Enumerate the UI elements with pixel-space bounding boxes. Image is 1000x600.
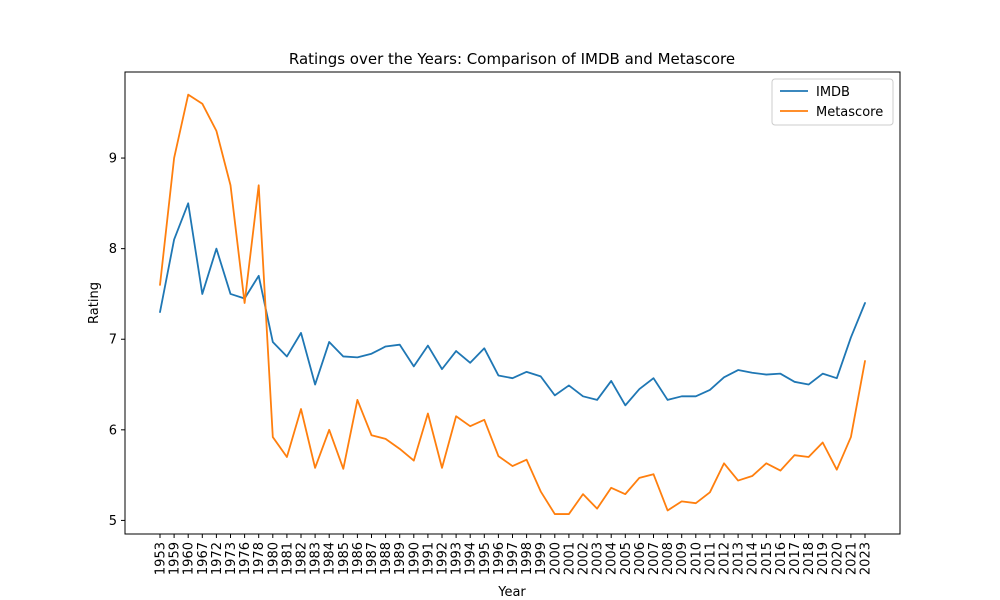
series-line-imdb — [159, 202, 866, 407]
x-tick-label: 1990 — [407, 542, 422, 575]
y-tick-label: 9 — [109, 152, 117, 167]
x-tick-label: 2020 — [830, 542, 845, 575]
x-tick-label: 2012 — [718, 542, 733, 575]
x-tick-label: 2001 — [562, 542, 577, 575]
x-tick-label: 1984 — [323, 542, 338, 575]
x-tick-label: 1994 — [464, 542, 479, 575]
legend-label-imdb: IMDB — [816, 85, 850, 100]
x-tick-label: 1988 — [379, 542, 394, 575]
x-axis: 1953 1959 1960 1967 1972 1973 1976 1978 1980 1981… — [154, 534, 874, 575]
chart-title: Ratings over the Years: Comparison of IM… — [289, 50, 735, 68]
plot-area — [124, 71, 901, 535]
x-tick-label: 2006 — [633, 542, 648, 575]
x-tick-label: 1972 — [210, 542, 225, 575]
y-tick-label: 8 — [109, 242, 117, 257]
x-tick-label: 2003 — [591, 542, 606, 575]
x-tick-label: 1967 — [196, 542, 211, 575]
x-tick-label: 2004 — [605, 542, 620, 575]
x-tick-label: 2016 — [774, 542, 789, 575]
y-tick-label: 6 — [109, 423, 117, 438]
x-tick-label: 2023 — [859, 542, 874, 575]
x-tick-label: 1992 — [436, 542, 451, 575]
x-tick-label: 1978 — [252, 542, 267, 575]
x-tick-label: 1998 — [520, 542, 535, 575]
x-tick-label: 1986 — [351, 542, 366, 575]
x-tick-label: 2018 — [802, 542, 817, 575]
legend: IMDB Metascore — [771, 78, 894, 126]
x-tick-label: 1993 — [450, 542, 465, 575]
x-tick-label: 2017 — [788, 542, 803, 575]
x-axis-title: Year — [497, 585, 526, 600]
x-tick-label: 1996 — [492, 542, 507, 575]
x-tick-label: 2002 — [577, 542, 592, 575]
x-tick-label: 1991 — [421, 542, 436, 575]
y-axis: 5 6 7 8 9 — [109, 152, 125, 529]
x-tick-label: 1981 — [280, 542, 295, 575]
x-tick-label: 1960 — [182, 542, 197, 575]
x-tick-label: 2000 — [548, 542, 563, 575]
x-tick-label: 2008 — [661, 542, 676, 575]
x-tick-label: 2015 — [760, 542, 775, 575]
x-tick-label: 2021 — [844, 542, 859, 575]
x-tick-label: 2011 — [703, 542, 718, 575]
x-tick-label: 1983 — [309, 542, 324, 575]
legend-label-metascore: Metascore — [816, 105, 883, 120]
y-tick-label: 5 — [109, 514, 117, 529]
series-layer — [159, 93, 866, 515]
y-tick-label: 7 — [109, 333, 117, 348]
x-tick-label: 2013 — [732, 542, 747, 575]
x-tick-label: 1987 — [365, 542, 380, 575]
x-tick-label: 1973 — [224, 542, 239, 575]
x-tick-label: 1976 — [238, 542, 253, 575]
x-tick-label: 1997 — [506, 542, 521, 575]
x-tick-label: 1989 — [393, 542, 408, 575]
x-tick-label: 2005 — [619, 542, 634, 575]
x-tick-label: 1959 — [168, 542, 183, 575]
y-axis-title: Rating — [87, 282, 102, 324]
x-tick-label: 1982 — [295, 542, 310, 575]
x-tick-label: 2014 — [746, 542, 761, 575]
x-tick-label: 2010 — [689, 542, 704, 575]
x-tick-label: 1999 — [534, 542, 549, 575]
x-tick-label: 2019 — [816, 542, 831, 575]
x-tick-label: 2009 — [675, 542, 690, 575]
x-tick-label: 1980 — [266, 542, 281, 575]
series-line-metascore — [159, 93, 866, 515]
x-tick-label: 2007 — [647, 542, 662, 575]
x-tick-label: 1985 — [337, 542, 352, 575]
x-tick-label: 1995 — [478, 542, 493, 575]
x-tick-label: 1953 — [154, 542, 169, 575]
